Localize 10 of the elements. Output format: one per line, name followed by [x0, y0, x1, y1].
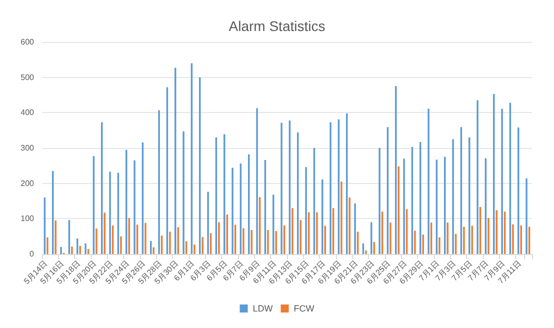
y-tick-label: 500: [20, 72, 35, 82]
y-tick-label: 0: [30, 250, 35, 258]
y-tick-label: 400: [20, 108, 35, 118]
y-tick-label: 300: [20, 144, 35, 152]
y-tick-label: 600: [20, 38, 35, 46]
legend-label: FCW: [294, 304, 315, 314]
y-tick-label: 200: [20, 178, 35, 188]
chart-title: Alarm Statistics: [228, 18, 326, 34]
legend-label: LDW: [252, 304, 274, 314]
y-tick-label: 100: [20, 214, 35, 224]
